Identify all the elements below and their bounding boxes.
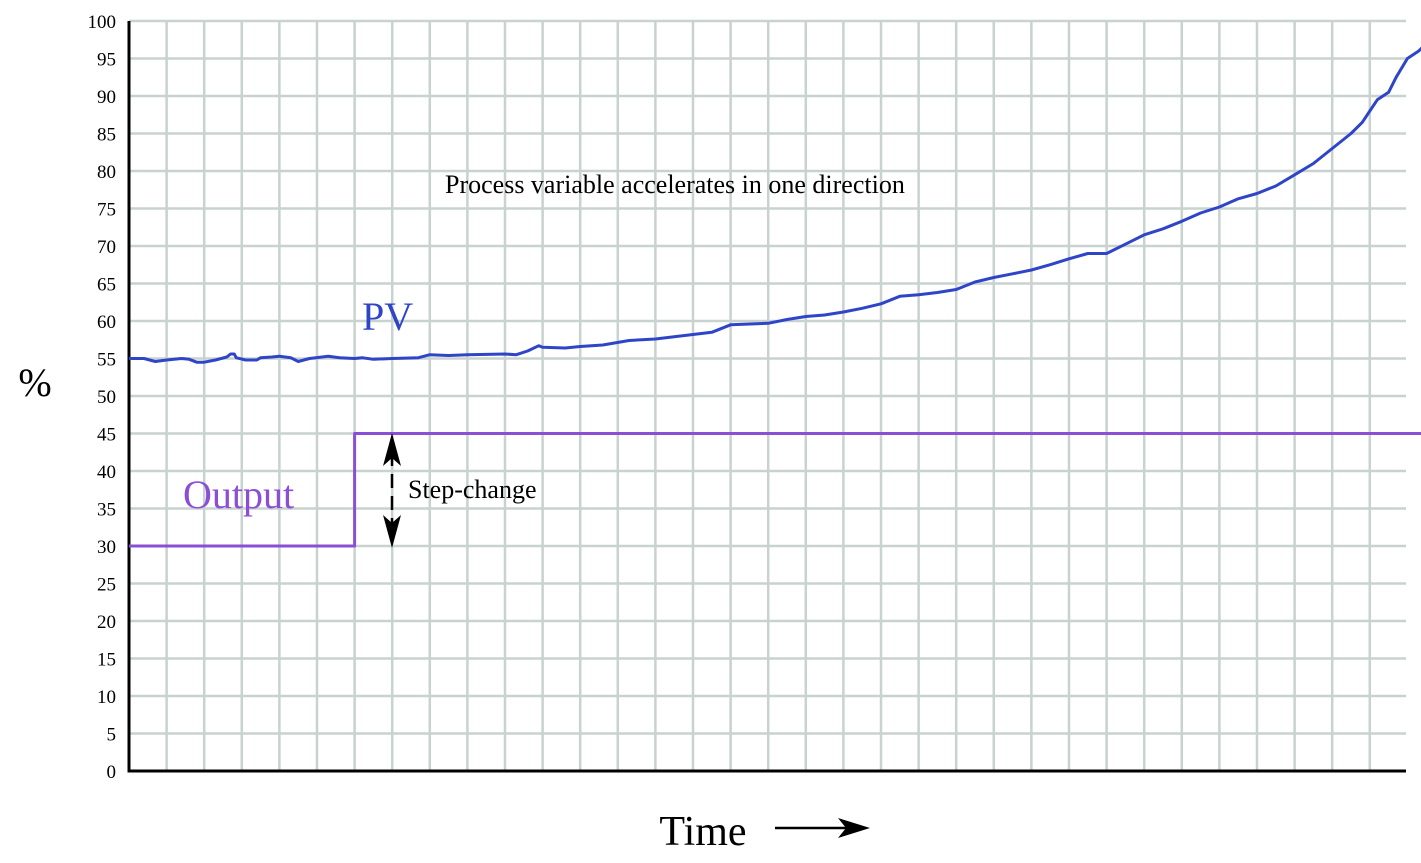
y-tick-label: 0: [107, 762, 117, 783]
y-tick-label: 15: [97, 650, 116, 671]
y-tick-label: 95: [97, 50, 116, 71]
step-change-annotation: Step-change: [408, 475, 537, 504]
series-line-pv: [129, 46, 1421, 364]
y-axis-label: %: [18, 360, 51, 405]
y-tick-label: 35: [97, 500, 116, 521]
y-tick-label: 55: [97, 350, 116, 371]
y-tick-label: 20: [97, 612, 116, 633]
y-tick-label: 40: [97, 462, 116, 483]
series-label-output: Output: [183, 472, 294, 517]
series: [129, 46, 1421, 548]
y-tick-label: 80: [97, 162, 116, 183]
y-tick-label: 70: [97, 237, 116, 258]
y-tick-label: 5: [107, 725, 117, 746]
y-tick-label: 60: [97, 312, 116, 333]
grid: [129, 19, 1406, 771]
y-tick-label: 50: [97, 387, 116, 408]
time-arrow-head: [838, 818, 870, 838]
y-tick-label: 25: [97, 575, 116, 596]
y-tick-label: 100: [88, 12, 117, 33]
pv-trend-annotation: Process variable accelerates in one dire…: [445, 170, 905, 199]
series-label-pv: PV: [362, 294, 413, 339]
y-tick-labels: 0 5 10 15 20 25 30 35 40 45 50 55 60 65 70 75 80 85 90 95 10…: [88, 12, 117, 783]
y-tick-label: 30: [97, 537, 116, 558]
x-axis-label: Time: [659, 809, 746, 855]
y-tick-label: 75: [97, 200, 116, 221]
y-tick-label: 65: [97, 275, 116, 296]
y-tick-label: 10: [97, 687, 116, 708]
annotations: PV Output Process variable accelerates in …: [183, 170, 905, 548]
step-change-arrow-head-down: [383, 515, 401, 548]
axes: % Time: [18, 21, 1406, 855]
step-change-arrow-head-up: [383, 433, 401, 466]
y-tick-label: 90: [97, 87, 116, 108]
y-tick-label: 85: [97, 125, 116, 146]
y-tick-label: 45: [97, 425, 116, 446]
series-line-output: [129, 432, 1421, 548]
